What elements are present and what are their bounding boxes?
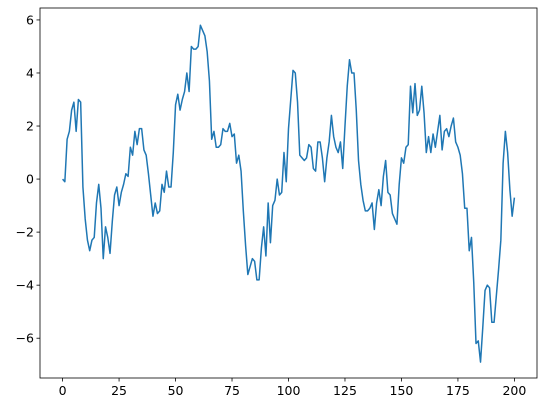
x-tick-label: 100 [277,383,301,398]
x-tick-label: 0 [59,383,67,398]
x-tick-label: 175 [446,383,470,398]
x-tick-label: 200 [502,383,526,398]
y-tick-label: −4 [16,278,34,293]
x-tick-label: 150 [390,383,414,398]
y-tick-label: 6 [26,12,34,27]
axes-frame [39,7,538,379]
x-tick-label: 50 [168,383,184,398]
y-tick-label: 0 [26,172,34,187]
x-tick-label: 75 [224,383,240,398]
x-tick-label: 125 [333,383,357,398]
y-tick-label: −2 [16,225,34,240]
y-tick-label: 4 [26,65,34,80]
data-line [62,24,516,363]
x-tick-label: 25 [111,383,127,398]
y-tick-label: −6 [16,331,34,346]
y-tick-label: 2 [26,119,34,134]
